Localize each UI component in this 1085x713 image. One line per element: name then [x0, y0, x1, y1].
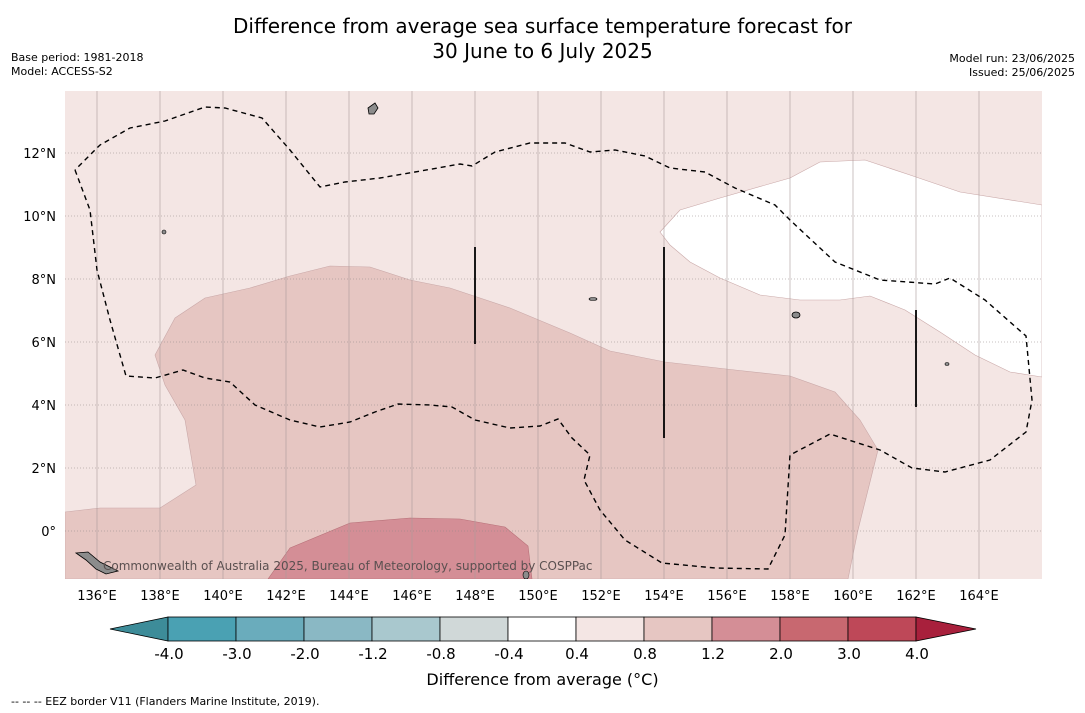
lon-label: 160°E: [833, 589, 873, 604]
colorbar-tick-label: 1.2: [701, 645, 725, 663]
colorbar-tick-label: -0.8: [426, 645, 455, 663]
colorbar-tick-label: 0.4: [565, 645, 589, 663]
island-chuuk: [588, 297, 598, 301]
lat-label: 12°N: [23, 147, 56, 162]
lon-label: 144°E: [329, 589, 369, 604]
title-line-2: 30 June to 6 July 2025: [432, 39, 653, 63]
lon-label: 140°E: [203, 589, 243, 604]
lon-label: 150°E: [518, 589, 558, 604]
colorbar-segment: [643, 616, 713, 642]
colorbar-tick-label: -1.2: [358, 645, 387, 663]
colorbar-tick-label: -0.4: [494, 645, 523, 663]
island-north: [367, 102, 379, 115]
colorbar: -4.0 -3.0 -2.0 -1.2 -0.8 -0.4 0.4 0.8 1.2 2.0 3.0 4…: [109, 616, 977, 663]
colorbar-segment: [235, 616, 305, 642]
colorbar-tick-label: 2.0: [769, 645, 793, 663]
meta-left: Base period: 1981-2018 Model: ACCESS-S2: [11, 51, 143, 79]
colorbar-segment: [371, 616, 441, 642]
map-panel: Commonwealth of Australia 2025, Bureau o…: [65, 91, 1042, 579]
lon-label: 154°E: [644, 589, 684, 604]
colorbar-tick-label: 0.8: [633, 645, 657, 663]
lon-label: 142°E: [266, 589, 306, 604]
island-pohnpei: [791, 311, 801, 319]
colorbar-segment: [711, 616, 781, 642]
eez-footnote: -- -- -- EEZ border V11 (Flanders Marine…: [11, 695, 320, 708]
colorbar-title: Difference from average (°C): [426, 670, 659, 689]
lon-label: 152°E: [581, 589, 621, 604]
lat-label: 10°N: [23, 210, 56, 225]
colorbar-tick-label: -4.0: [154, 645, 183, 663]
lon-label: 158°E: [770, 589, 810, 604]
lon-label: 146°E: [392, 589, 432, 604]
colorbar-segment: [507, 616, 577, 642]
eez-border-north: [74, 106, 1033, 570]
longitude-labels: 136°E 138°E 140°E 142°E 144°E 146°E 148°E 150°E…: [77, 589, 999, 604]
model-run: Model run: 23/06/2025: [949, 52, 1075, 65]
anomaly-0.8-1.2-region: [65, 265, 879, 579]
lat-label: 8°N: [32, 273, 57, 288]
colorbar-tick-label: 3.0: [837, 645, 861, 663]
colorbar-extend-low: [109, 616, 169, 642]
colorbar-segment: [303, 616, 373, 642]
lon-label: 136°E: [77, 589, 117, 604]
graticule: [65, 91, 1042, 579]
colorbar-extend-high: [915, 616, 977, 642]
map-title: Difference from average sea surface temp…: [0, 14, 1085, 64]
model-name: Model: ACCESS-S2: [11, 65, 113, 78]
lat-label: 0°: [41, 525, 56, 540]
lat-label: 6°N: [32, 336, 57, 351]
island-kosrae: [944, 362, 950, 366]
colorbar-segment: [575, 616, 645, 642]
colorbar-segment: [439, 616, 509, 642]
meta-right: Model run: 23/06/2025 Issued: 25/06/2025: [949, 52, 1075, 80]
base-period: Base period: 1981-2018: [11, 51, 144, 64]
lon-label: 156°E: [707, 589, 747, 604]
title-line-1: Difference from average sea surface temp…: [232, 14, 852, 38]
issued-date: Issued: 25/06/2025: [968, 66, 1075, 79]
latitude-labels: 12°N 10°N 8°N 6°N 4°N 2°N 0°: [23, 147, 56, 540]
colorbar-segment: [167, 616, 237, 642]
lon-label: 162°E: [896, 589, 936, 604]
credit-text: Commonwealth of Australia 2025, Bureau o…: [103, 559, 593, 573]
colorbar-tick-label: 4.0: [905, 645, 929, 663]
island-south: [522, 570, 530, 579]
colorbar-segment: [847, 616, 917, 642]
anomaly-1.2-2.0-region: [267, 517, 533, 579]
lon-label: 164°E: [959, 589, 999, 604]
island-left: [74, 551, 120, 575]
colorbar-segment: [779, 616, 849, 642]
lon-label: 148°E: [455, 589, 495, 604]
lon-label: 138°E: [140, 589, 180, 604]
lat-label: 2°N: [32, 462, 57, 477]
colorbar-tick-label: -2.0: [290, 645, 319, 663]
colorbar-tick-label: -3.0: [222, 645, 251, 663]
island-small-west: [161, 229, 167, 235]
lat-label: 4°N: [32, 399, 57, 414]
